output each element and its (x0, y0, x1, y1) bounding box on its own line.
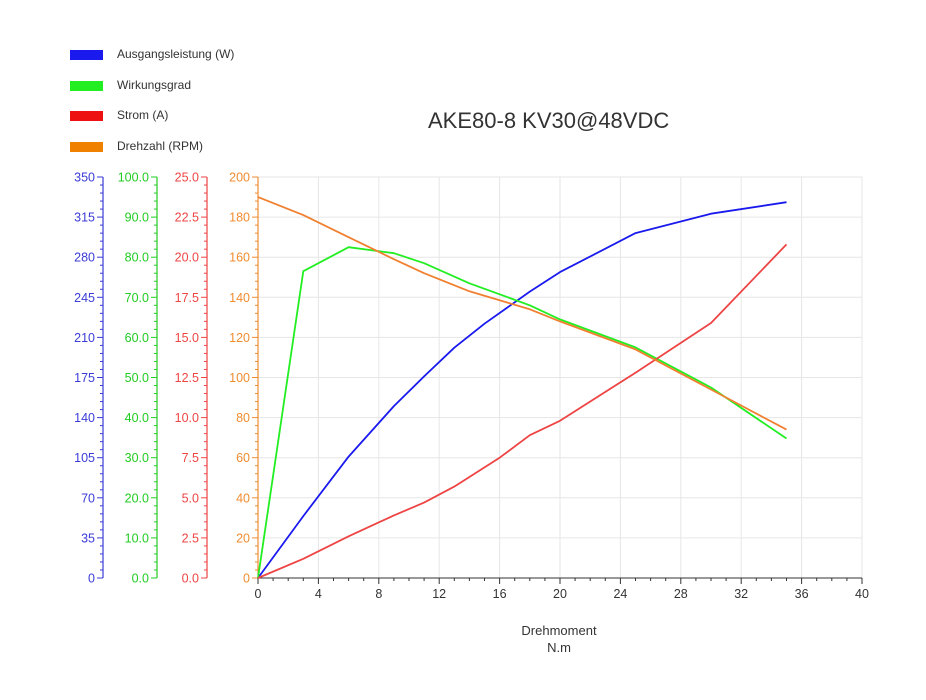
x-axis-unit: N.m (547, 640, 571, 655)
y-tick-label-current: 7.5 (182, 451, 199, 465)
y-tick-label-current: 2.5 (182, 531, 199, 545)
y-axis-current: 0.0 2.5 5.0 7.5 10.0 12.5 15.0 17.5 20.0 22.5 25.0 (175, 171, 208, 586)
y-tick-label-efficiency: 10.0 (125, 531, 149, 545)
y-tick-label-efficiency: 50.0 (125, 371, 149, 385)
y-tick-label-speed: 160 (229, 251, 250, 265)
x-tick-label: 0 (255, 587, 262, 601)
y-tick-label-efficiency: 100.0 (118, 171, 149, 185)
legend-label-efficiency: Wirkungsgrad (117, 77, 192, 92)
y-tick-label-efficiency: 30.0 (125, 451, 149, 465)
series-line-speed (257, 196, 787, 431)
legend-swatch-efficiency (70, 80, 103, 91)
y-axes: 0 35 70 105 140 175 210 245 280 315 350 0.0 10.0 20.0… (74, 171, 259, 586)
x-tick-label: 24 (613, 587, 627, 601)
y-tick-label-efficiency: 80.0 (125, 251, 149, 265)
y-tick-label-speed: 200 (229, 171, 250, 185)
x-axis: 0 4 8 12 16 20 24 28 32 36 40 (255, 577, 869, 601)
y-tick-label-efficiency: 40.0 (125, 411, 149, 425)
x-tick-label: 4 (315, 587, 322, 601)
y-tick-label-efficiency: 70.0 (125, 291, 149, 305)
y-tick-label-power: 0 (88, 572, 95, 586)
y-tick-label-efficiency: 0.0 (132, 572, 149, 586)
y-tick-label-power: 70 (81, 491, 95, 505)
y-axis-power: 0 35 70 105 140 175 210 245 280 315 350 (74, 171, 104, 586)
x-tick-label: 16 (493, 587, 507, 601)
y-tick-label-current: 22.5 (175, 211, 199, 225)
y-tick-label-efficiency: 90.0 (125, 211, 149, 225)
y-tick-label-efficiency: 20.0 (125, 491, 149, 505)
y-tick-label-power: 315 (74, 211, 95, 225)
y-tick-label-current: 0.0 (182, 572, 199, 586)
y-tick-label-current: 20.0 (175, 251, 199, 265)
chart-title: AKE80-8 KV30@48VDC (428, 108, 670, 133)
y-tick-label-speed: 100 (229, 371, 250, 385)
x-tick-label: 40 (855, 587, 869, 601)
y-tick-label-current: 15.0 (175, 331, 199, 345)
y-tick-label-current: 12.5 (175, 371, 199, 385)
y-tick-label-current: 10.0 (175, 411, 199, 425)
y-tick-label-speed: 140 (229, 291, 250, 305)
x-tick-label: 32 (734, 587, 748, 601)
y-tick-label-speed: 0 (243, 572, 250, 586)
y-tick-label-speed: 20 (236, 531, 250, 545)
series-line-power (257, 201, 787, 579)
x-tick-label: 8 (375, 587, 382, 601)
y-tick-label-speed: 120 (229, 331, 250, 345)
series-lines (257, 196, 788, 579)
y-tick-label-speed: 80 (236, 411, 250, 425)
legend-label-current: Strom (A) (117, 108, 169, 122)
x-tick-label: 36 (795, 587, 809, 601)
y-tick-label-power: 140 (74, 411, 95, 425)
x-axis-title: Drehmoment N.m (459, 622, 659, 656)
y-tick-label-speed: 40 (236, 491, 250, 505)
legend-label-power: Ausgangsleistung (W) (117, 47, 235, 61)
series-line-efficiency (257, 246, 788, 579)
legend-swatch-speed (70, 141, 103, 152)
legend-swatch-power (70, 50, 103, 60)
y-tick-label-power: 35 (81, 531, 95, 545)
legend-label-speed: Drehzahl (RPM) (117, 138, 204, 153)
y-axis-speed: 0 20 40 60 80 100 120 140 160 180 200 (229, 171, 259, 586)
y-tick-label-power: 280 (74, 251, 95, 265)
y-tick-label-current: 17.5 (175, 291, 199, 305)
y-tick-label-power: 245 (74, 291, 95, 305)
x-tick-label: 12 (432, 587, 446, 601)
y-tick-label-power: 175 (74, 371, 95, 385)
x-axis-label: Drehmoment (521, 623, 597, 638)
y-tick-label-speed: 60 (236, 451, 250, 465)
y-axis-efficiency: 0.0 10.0 20.0 30.0 40.0 50.0 60.0 70.0 80.0 90.0 1… (118, 171, 158, 586)
y-tick-label-power: 350 (74, 171, 95, 185)
x-tick-label: 28 (674, 587, 688, 601)
series-line-current (257, 243, 788, 579)
x-tick-label: 20 (553, 587, 567, 601)
grid-lines (258, 176, 863, 578)
y-tick-label-efficiency: 60.0 (125, 331, 149, 345)
y-tick-label-speed: 180 (229, 211, 250, 225)
y-tick-label-power: 210 (74, 331, 95, 345)
legend-swatch-current (70, 111, 103, 121)
y-tick-label-current: 5.0 (182, 491, 199, 505)
y-tick-label-power: 105 (74, 451, 95, 465)
y-tick-label-current: 25.0 (175, 171, 199, 185)
